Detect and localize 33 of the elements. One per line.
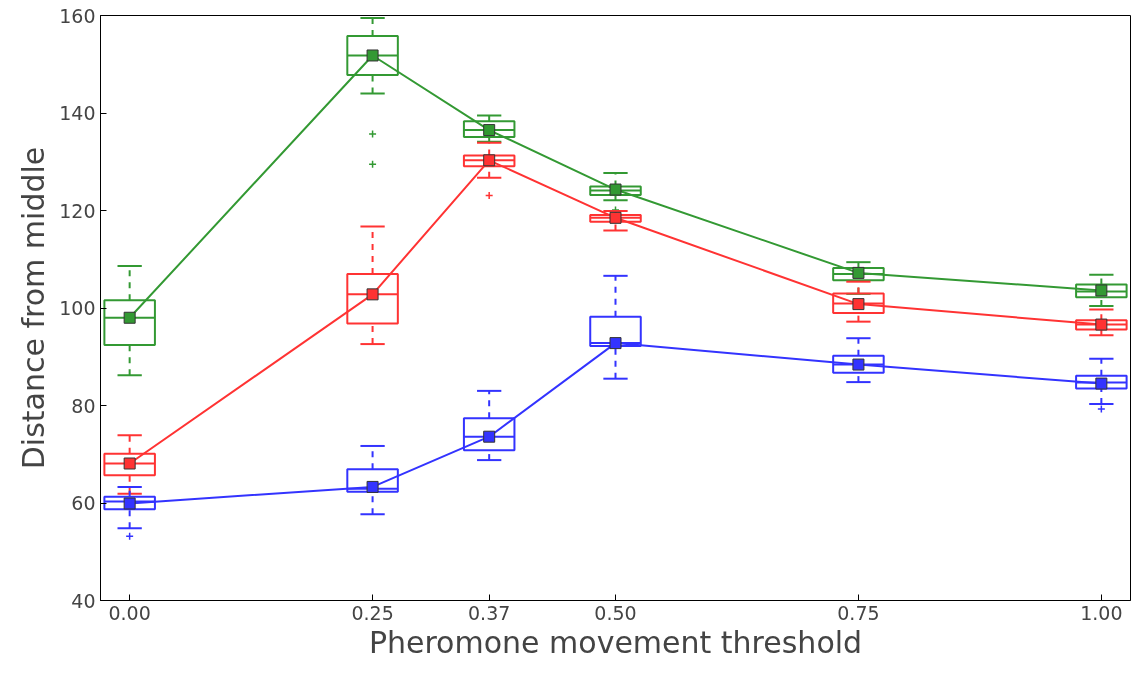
point	[123, 311, 136, 324]
y-tick-label: 100	[59, 297, 96, 319]
point	[483, 154, 496, 167]
point	[609, 211, 622, 224]
y-axis-title: Distance from middle	[16, 146, 52, 470]
y-tick-label: 80	[71, 394, 96, 417]
point	[366, 480, 379, 493]
point	[366, 49, 379, 62]
point	[483, 124, 496, 137]
x-tick-label: 0.75	[837, 601, 880, 624]
x-tick-label: 0.50	[594, 601, 637, 624]
y-tick-label: 40	[71, 589, 96, 612]
x-tick-label: 0.25	[351, 601, 394, 624]
point	[852, 358, 865, 371]
point	[609, 183, 622, 196]
y-tick-label: 140	[59, 102, 96, 124]
y-tick-label: 120	[59, 199, 96, 222]
x-axis-title: Pheromone movement threshold	[368, 624, 863, 660]
x-tick-label: 0.37	[468, 601, 511, 624]
point	[852, 298, 865, 311]
point	[483, 430, 496, 443]
point	[123, 457, 136, 470]
point	[1095, 318, 1108, 331]
point	[123, 497, 136, 510]
point	[852, 266, 865, 279]
point	[366, 288, 379, 301]
y-tick-label: 60	[71, 492, 96, 514]
point	[1095, 284, 1108, 297]
x-tick-label: 1.00	[1080, 601, 1123, 624]
point	[1095, 377, 1108, 390]
x-tick-label: 0.00	[108, 601, 151, 624]
y-tick-label: 160	[59, 4, 96, 27]
point	[609, 337, 622, 350]
